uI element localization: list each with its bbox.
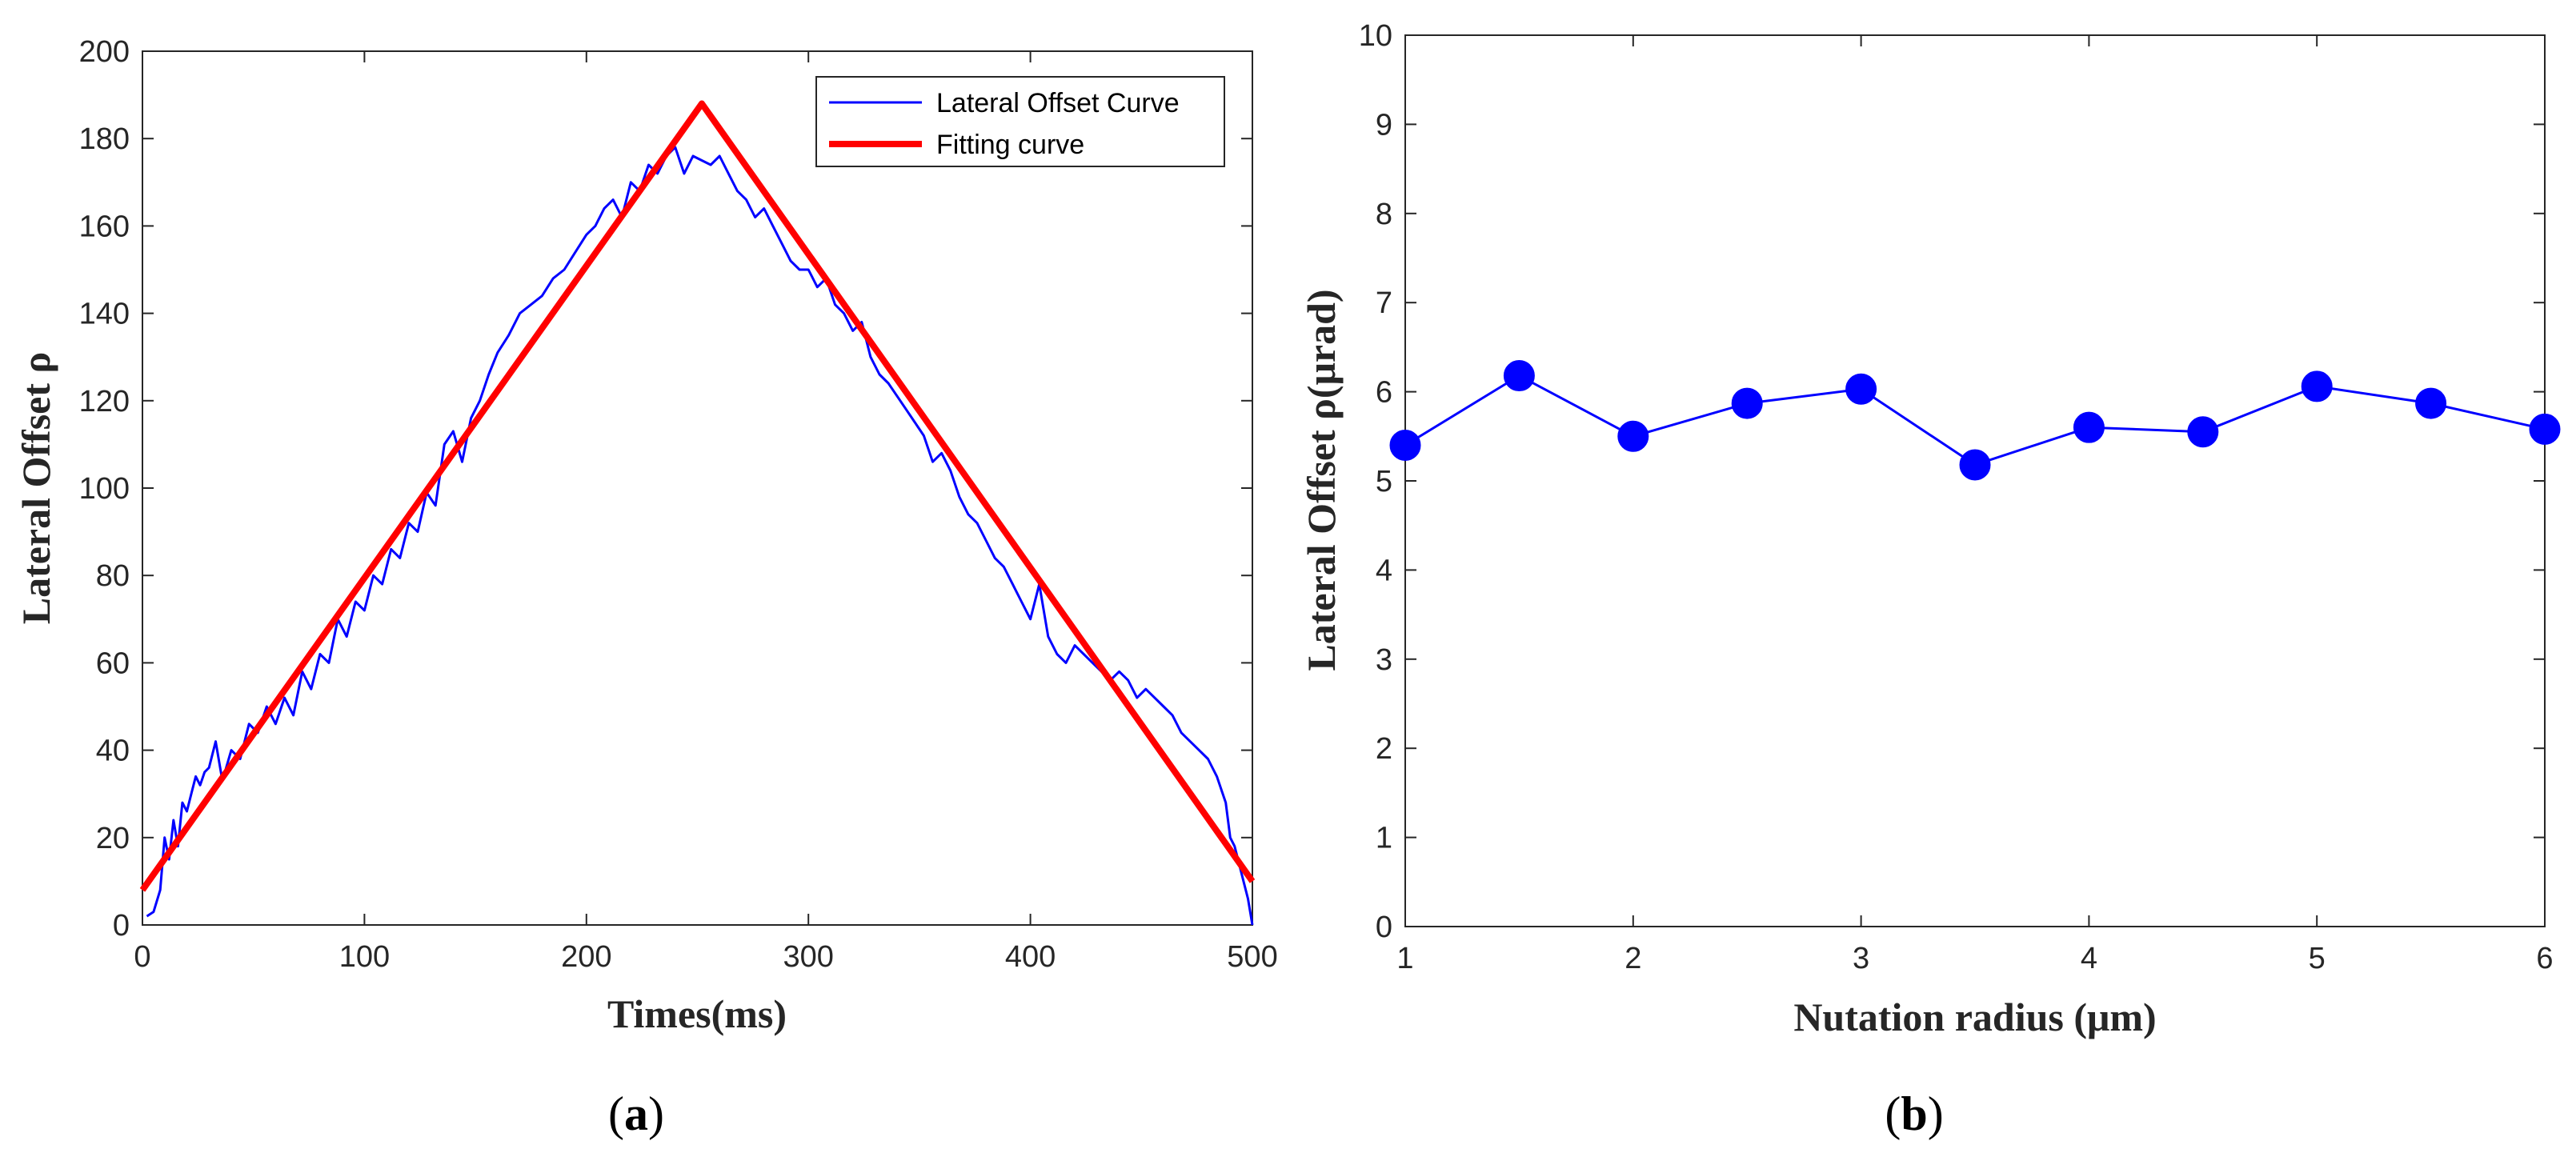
legend-box [815, 76, 1225, 167]
y-tick-label: 6 [1376, 376, 1392, 410]
x-tick-label: 5 [2309, 942, 2326, 975]
data-point [2301, 370, 2333, 402]
data-point [1959, 449, 1991, 481]
y-tick-label: 1 [1376, 822, 1392, 855]
panel-b-axes-frame [1404, 34, 2546, 927]
x-tick-label: 500 [1227, 940, 1277, 974]
legend-label-lateral-offset-curve: Lateral Offset Curve [936, 88, 1180, 118]
y-tick-label: 3 [1376, 643, 1392, 677]
x-tick-label: 1 [1396, 942, 1413, 975]
y-tick-label: 200 [79, 35, 130, 69]
data-point [1389, 429, 1421, 461]
y-tick-label: 0 [1376, 911, 1392, 944]
y-tick-label: 40 [96, 735, 130, 768]
panel-a-x-axis-label: Times(ms) [607, 991, 787, 1036]
series-line-fitting-curve [139, 100, 1256, 892]
x-tick-label: 0 [134, 940, 150, 974]
x-tick-label: 100 [339, 940, 390, 974]
x-tick-label: 2 [1625, 942, 1641, 975]
y-tick-label: 2 [1376, 732, 1392, 766]
panel-a-caption: (a) [608, 1087, 664, 1140]
panel-b-caption: (b) [1885, 1087, 1943, 1140]
panel-a-legend: Lateral Offset Curve Fitting curve [815, 76, 1225, 167]
series-line-lateral-offset-curve [146, 146, 1254, 926]
y-tick-label: 20 [96, 822, 130, 855]
x-tick-label: 3 [1853, 942, 1869, 975]
y-tick-label: 0 [113, 909, 130, 943]
x-tick-label: 6 [2536, 942, 2553, 975]
data-point [1503, 360, 1535, 392]
y-tick-label: 120 [79, 385, 130, 418]
data-point [1845, 373, 1877, 405]
y-tick-label: 10 [1359, 19, 1392, 53]
data-point [1731, 387, 1763, 419]
x-tick-label: 4 [2081, 942, 2097, 975]
y-tick-label: 9 [1376, 108, 1392, 142]
data-point [1617, 420, 1649, 452]
y-tick-label: 8 [1376, 198, 1392, 231]
y-tick-label: 160 [79, 210, 130, 243]
y-tick-label: 100 [79, 472, 130, 506]
panel-a-ticks: 0 100 200 300 400 500 0 20 40 60 80 100 120 140 160 180… [79, 35, 1278, 974]
y-tick-label: 140 [79, 298, 130, 331]
y-tick-label: 80 [96, 559, 130, 593]
data-point [2073, 411, 2105, 443]
x-tick-label: 200 [561, 940, 611, 974]
data-point [2187, 416, 2219, 448]
y-tick-label: 60 [96, 647, 130, 680]
data-point [2529, 413, 2561, 445]
y-tick-label: 4 [1376, 554, 1392, 587]
panel-b-x-axis-label: Nutation radius (μm) [1793, 995, 2156, 1039]
y-tick-label: 5 [1376, 465, 1392, 498]
data-point [2415, 387, 2447, 419]
y-tick-label: 7 [1376, 286, 1392, 320]
y-tick-label: 180 [79, 122, 130, 156]
panel-a-axes-frame [142, 50, 1253, 926]
panel-a-series [139, 100, 1256, 926]
panel-b-y-axis-label: Lateral Offset ρ(μrad) [1299, 289, 1344, 671]
x-tick-label: 300 [783, 940, 833, 974]
x-tick-label: 400 [1005, 940, 1056, 974]
legend-label-fitting-curve: Fitting curve [936, 130, 1084, 160]
panel-a-chart: 0 100 200 300 400 500 0 20 40 60 80 100 120 140 160 180… [14, 35, 1278, 1140]
panel-a-y-axis-label: Lateral Offset ρ [14, 352, 58, 625]
panel-b-series [1389, 360, 2561, 481]
